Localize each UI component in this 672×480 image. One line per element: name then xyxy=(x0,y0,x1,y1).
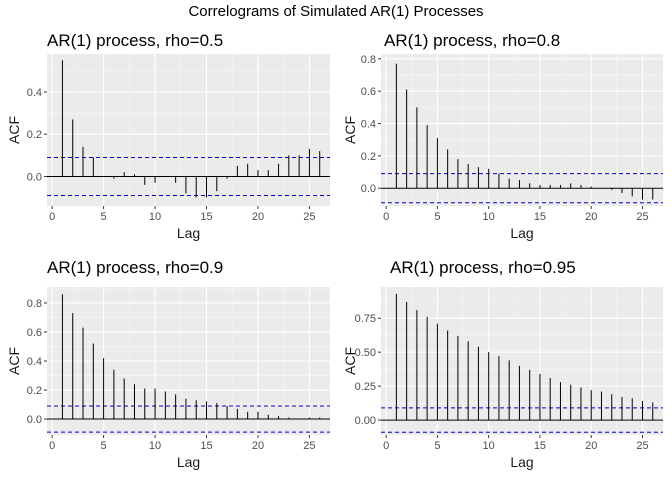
x-tick-label: 0 xyxy=(383,211,389,223)
x-axis-title: Lag xyxy=(510,454,533,470)
x-tick-label: 20 xyxy=(252,440,264,452)
x-tick-label: 10 xyxy=(149,211,161,223)
y-tick-label: 0.50 xyxy=(355,347,376,359)
y-tick-label: 0.25 xyxy=(355,381,376,393)
y-tick-label: 0.2 xyxy=(27,129,42,141)
y-axis-title: ACF xyxy=(342,116,358,144)
panel-title: AR(1) process, rho=0.8 xyxy=(384,31,560,50)
y-tick-label: 0.2 xyxy=(361,151,376,163)
x-tick-label: 5 xyxy=(434,440,440,452)
chart-panel-1: 0 5 10 15 20 25 0.0 0.2 0.4 AR(1) process, rho=0.… xyxy=(6,31,330,241)
x-tick-label: 0 xyxy=(49,440,55,452)
y-tick-label: 0.6 xyxy=(361,86,376,98)
x-tick-label: 25 xyxy=(303,440,315,452)
y-tick-label: 0.0 xyxy=(27,414,42,426)
panel-title: AR(1) process, rho=0.95 xyxy=(390,258,576,277)
y-tick-label: 0.00 xyxy=(355,415,376,427)
x-tick-label: 20 xyxy=(585,211,597,223)
x-tick-label: 5 xyxy=(434,211,440,223)
x-tick-label: 10 xyxy=(483,211,495,223)
x-tick-label: 25 xyxy=(303,211,315,223)
x-tick-label: 0 xyxy=(383,440,389,452)
chart-panel-4: 0 5 10 15 20 25 0.00 0.25 0.50 0.75 AR(1) process,… xyxy=(342,258,663,470)
chart-panel-3: 0 5 10 15 20 25 0.0 0.2 0.4 0.6 0.8 AR(1) process, … xyxy=(6,258,330,470)
x-tick-label: 5 xyxy=(101,211,107,223)
plot-background xyxy=(47,54,330,206)
y-tick-label: 0.2 xyxy=(27,385,42,397)
x-tick-label: 25 xyxy=(636,211,648,223)
y-tick-label: 0.0 xyxy=(361,183,376,195)
x-tick-label: 25 xyxy=(636,440,648,452)
x-axis-title: Lag xyxy=(510,225,533,241)
x-tick-label: 20 xyxy=(585,440,597,452)
x-tick-label: 15 xyxy=(200,211,212,223)
y-axis-title: ACF xyxy=(6,347,22,375)
x-tick-label: 10 xyxy=(483,440,495,452)
plot-background xyxy=(381,54,663,206)
x-axis-title: Lag xyxy=(177,225,200,241)
plot-background xyxy=(381,287,663,435)
x-tick-label: 0 xyxy=(49,211,55,223)
x-axis-title: Lag xyxy=(177,454,200,470)
y-tick-label: 0.0 xyxy=(27,171,42,183)
x-tick-label: 15 xyxy=(534,211,546,223)
y-tick-label: 0.8 xyxy=(361,54,376,66)
y-axis-title: ACF xyxy=(342,347,358,375)
panel-title: AR(1) process, rho=0.9 xyxy=(47,258,223,277)
x-tick-label: 15 xyxy=(534,440,546,452)
x-tick-label: 20 xyxy=(252,211,264,223)
y-tick-label: 0.8 xyxy=(27,298,42,310)
x-tick-label: 15 xyxy=(200,440,212,452)
y-tick-label: 0.4 xyxy=(27,356,42,368)
y-axis-title: ACF xyxy=(6,116,22,144)
figure-title: Correlograms of Simulated AR(1) Processe… xyxy=(188,3,484,20)
y-tick-label: 0.4 xyxy=(27,87,42,99)
x-tick-label: 10 xyxy=(149,440,161,452)
x-tick-label: 5 xyxy=(101,440,107,452)
y-tick-label: 0.4 xyxy=(361,119,376,131)
y-tick-label: 0.6 xyxy=(27,327,42,339)
panel-title: AR(1) process, rho=0.5 xyxy=(47,31,223,50)
y-tick-label: 0.75 xyxy=(355,313,376,325)
chart-panel-2: 0 5 10 15 20 25 0.0 0.2 0.4 0.6 0.8 AR(1) process, … xyxy=(342,31,663,241)
